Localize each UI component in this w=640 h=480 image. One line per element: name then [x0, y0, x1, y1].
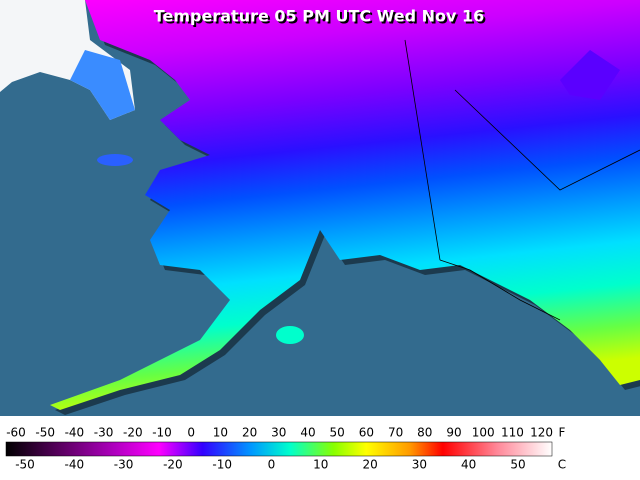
fahrenheit-label: 110	[501, 426, 524, 440]
fahrenheit-label: 30	[271, 426, 286, 440]
borders	[404, 39, 640, 321]
celsius-label: -20	[163, 458, 183, 472]
fahrenheit-label: -40	[65, 426, 85, 440]
fahrenheit-label: 0	[187, 426, 195, 440]
fahrenheit-label: 10	[213, 426, 228, 440]
celsius-label: 50	[510, 458, 525, 472]
color-scale	[5, 441, 553, 457]
arctic-island	[560, 50, 620, 100]
celsius-label: 20	[362, 458, 377, 472]
celsius-label: 10	[313, 458, 328, 472]
fahrenheit-label: -30	[94, 426, 114, 440]
fahrenheit-label: -10	[152, 426, 172, 440]
kodiak-island	[276, 326, 304, 344]
fahrenheit-label: 20	[242, 426, 257, 440]
celsius-label: 0	[268, 458, 276, 472]
fahrenheit-label: 40	[300, 426, 315, 440]
fahrenheit-label: 100	[472, 426, 495, 440]
title: Temperature 05 PM UTC Wed Nov 16	[154, 7, 485, 26]
title-shadow: Temperature 05 PM UTC Wed Nov 16	[156, 9, 487, 28]
st-lawrence-island	[97, 154, 133, 166]
alaska-canada	[50, 0, 640, 410]
celsius-label: -40	[64, 458, 84, 472]
fahrenheit-label: 90	[446, 426, 461, 440]
celsius-label: 30	[412, 458, 427, 472]
fahrenheit-label: 80	[417, 426, 432, 440]
chukotka-temperature	[70, 50, 135, 120]
celsius-label: -30	[114, 458, 134, 472]
fahrenheit-label: -50	[35, 426, 55, 440]
fahrenheit-label: 50	[330, 426, 345, 440]
fahrenheit-unit: F	[559, 426, 566, 440]
celsius-unit: C	[558, 458, 566, 472]
fahrenheit-label: 70	[388, 426, 403, 440]
fahrenheit-label: -60	[6, 426, 26, 440]
celsius-label: 40	[461, 458, 476, 472]
fahrenheit-label: 120	[530, 426, 553, 440]
celsius-label: -10	[212, 458, 232, 472]
fahrenheit-label: 60	[359, 426, 374, 440]
fahrenheit-label: -20	[123, 426, 143, 440]
celsius-label: -50	[15, 458, 35, 472]
